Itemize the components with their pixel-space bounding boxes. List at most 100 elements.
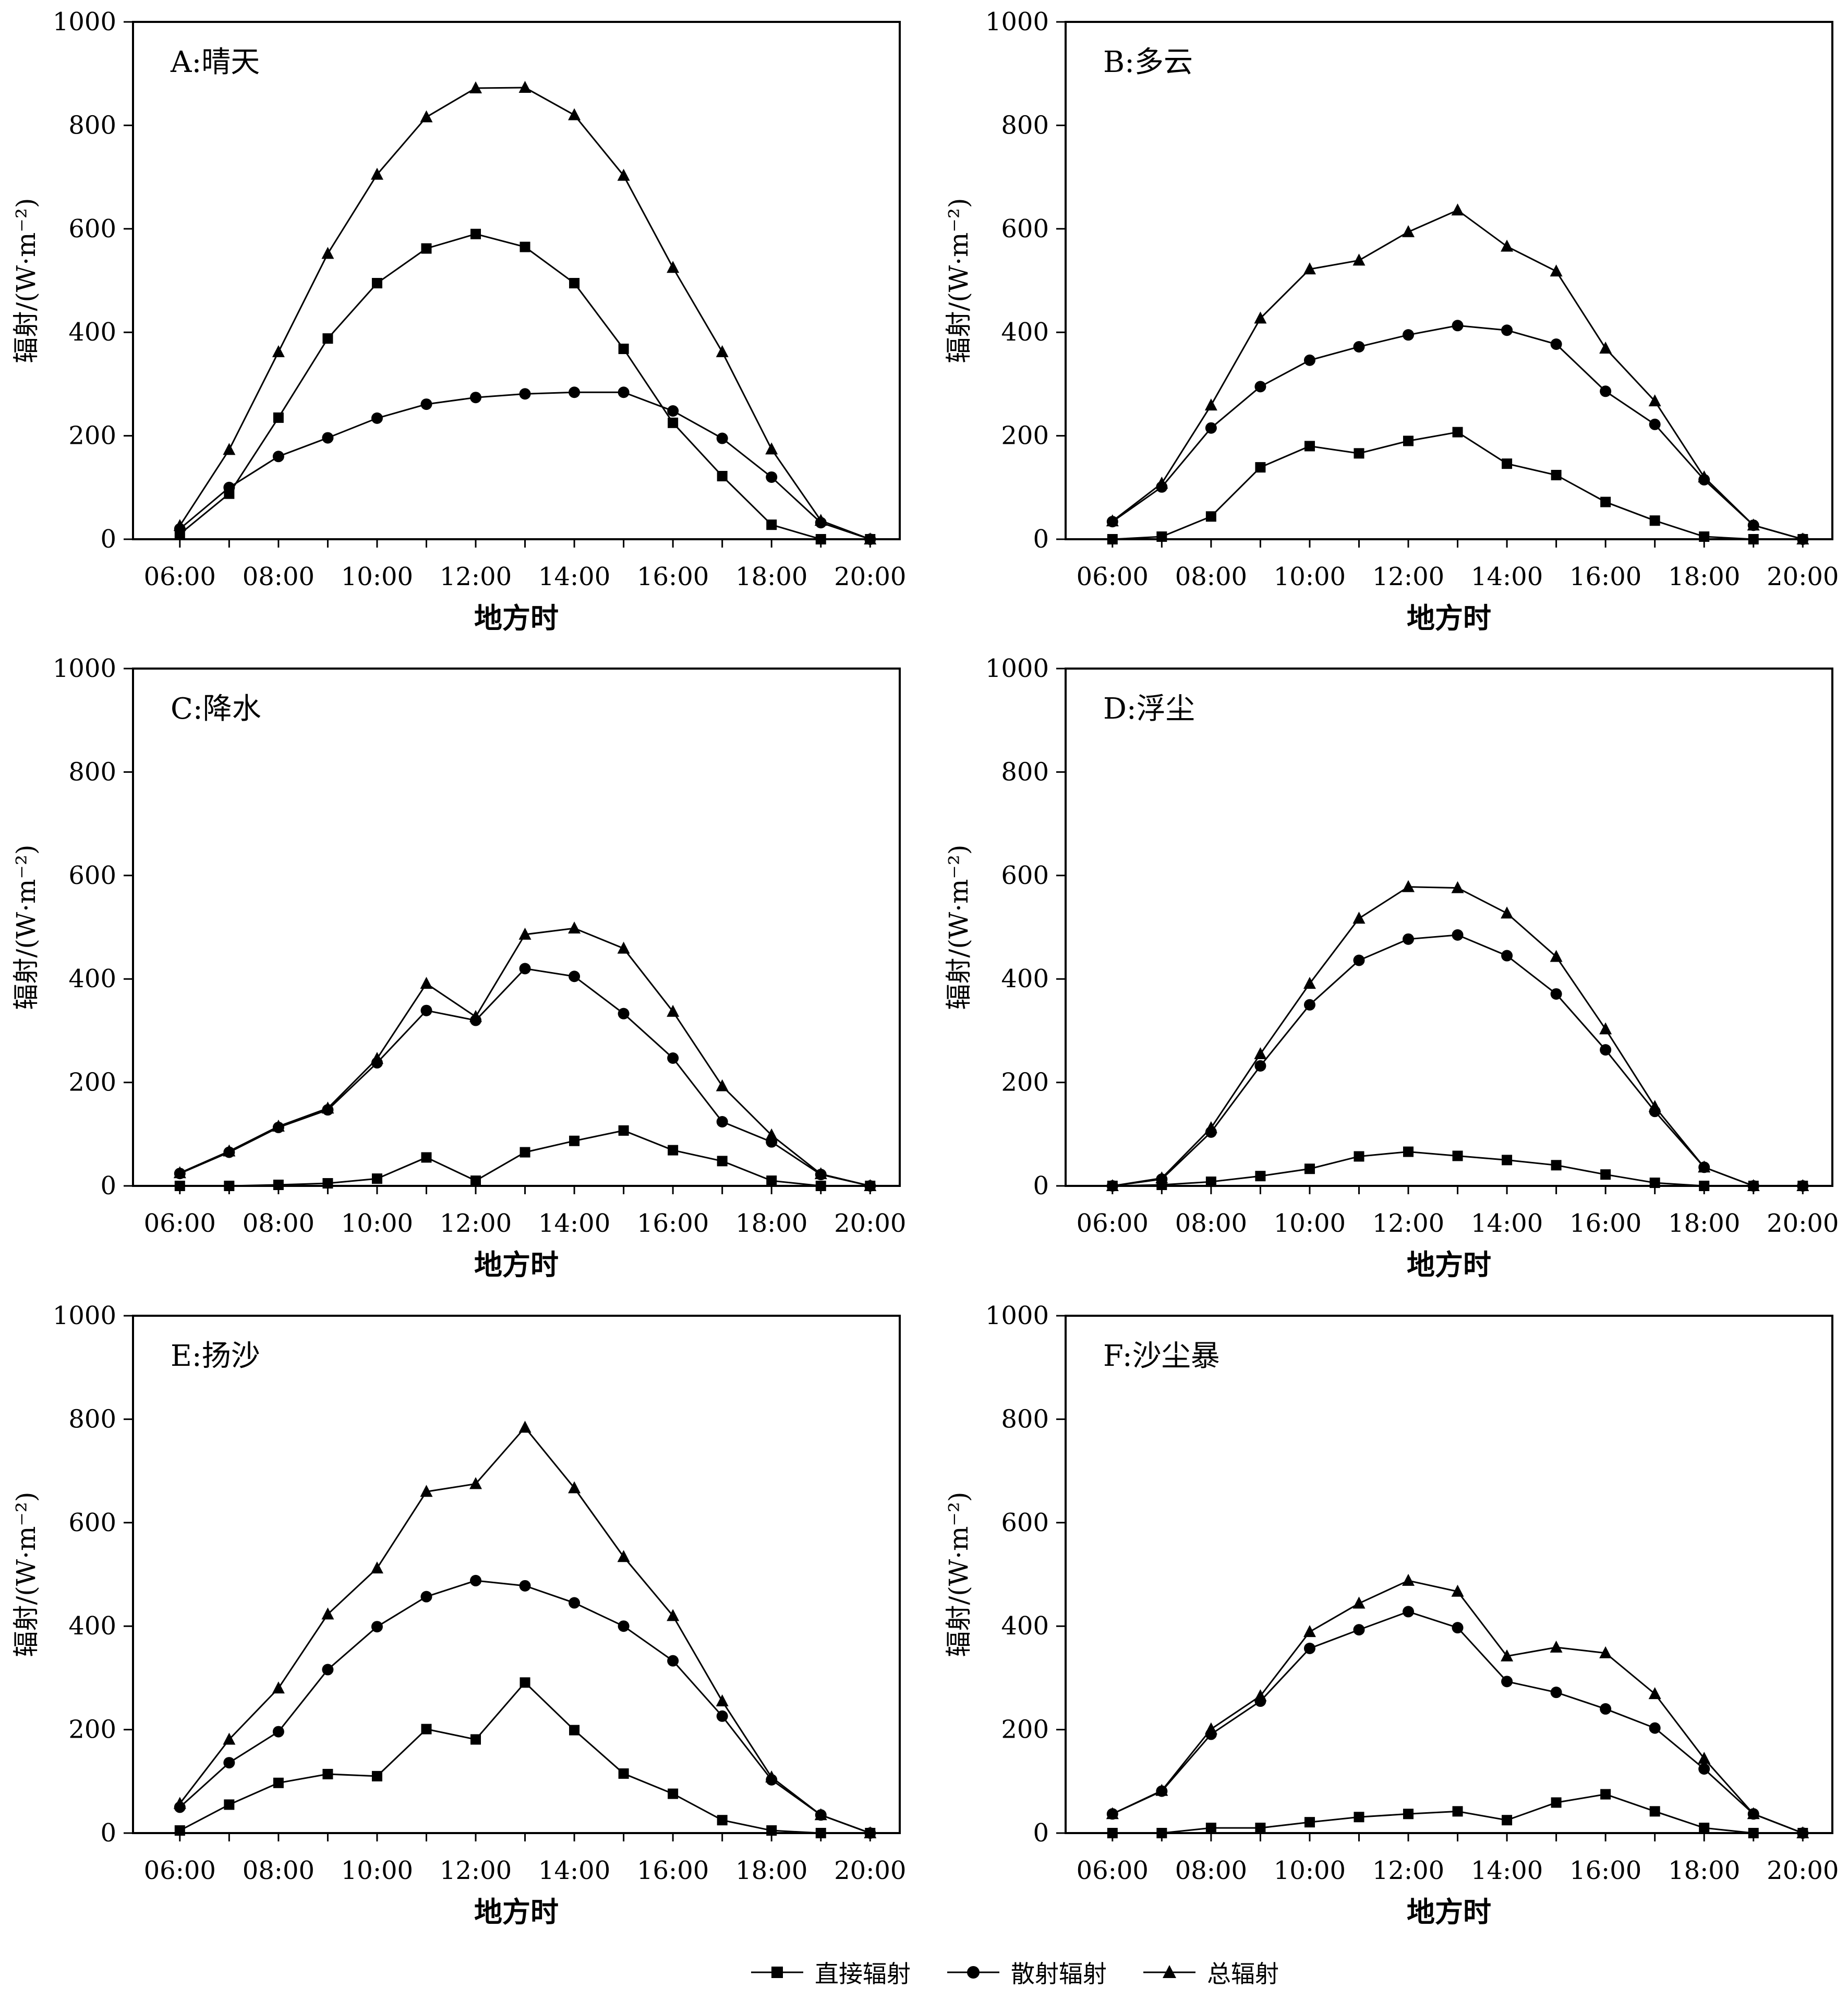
square-point (421, 243, 432, 254)
circle-point (420, 1591, 432, 1603)
square-point (1107, 534, 1118, 544)
triangle-point (765, 442, 778, 455)
square-point (1699, 1181, 1710, 1191)
circle-point (470, 392, 482, 404)
square-point (371, 1173, 382, 1184)
triangle-point (1747, 1807, 1760, 1820)
square-point (421, 1152, 432, 1163)
circle-point (766, 471, 778, 483)
x-tick-label: 16:00 (637, 1209, 709, 1238)
square-point (1452, 427, 1463, 438)
triangle-point (1550, 264, 1563, 277)
x-tick-label: 18:00 (1668, 1209, 1740, 1238)
triangle-point (667, 1609, 680, 1621)
triangle-point (765, 1128, 778, 1141)
series-triangle (1106, 203, 1809, 544)
y-tick-label: 600 (68, 1508, 116, 1537)
triangle-point (223, 1144, 236, 1157)
circle-point (371, 412, 383, 424)
triangle-point (716, 345, 729, 357)
x-tick-label: 18:00 (1668, 562, 1740, 591)
circle-point (1550, 338, 1562, 350)
triangle-point (1106, 1807, 1119, 1820)
triangle-point (1402, 880, 1415, 892)
x-tick-label: 12:00 (1372, 562, 1444, 591)
circle-point (1205, 422, 1217, 434)
legend-label-direct: 直接辐射 (815, 1960, 911, 1988)
triangle-point (765, 1770, 778, 1782)
square-point (1502, 1155, 1513, 1166)
y-tick-label: 400 (1001, 964, 1049, 993)
triangle-point (814, 1808, 827, 1821)
triangle-point (1204, 398, 1217, 411)
series-line (1112, 431, 1803, 540)
square-point (1600, 1169, 1611, 1180)
y-tick-label: 200 (68, 1715, 116, 1744)
circle-point (1303, 1642, 1315, 1654)
triangle-point (1550, 1640, 1563, 1653)
triangle-point (1402, 1573, 1415, 1586)
square-point (520, 1677, 530, 1688)
triangle-point (1451, 881, 1464, 893)
triangle-point (1451, 1584, 1464, 1597)
square-point (1748, 534, 1759, 544)
y-tick-label: 400 (68, 1611, 116, 1641)
triangle-point (1254, 1689, 1267, 1702)
x-axis-label: 地方时 (1407, 601, 1491, 635)
square-point (520, 1147, 530, 1158)
circle-point (1403, 329, 1415, 341)
x-tick-label: 16:00 (1569, 562, 1641, 591)
triangle-point (617, 1550, 630, 1562)
triangle-point (1599, 341, 1612, 354)
circle-point (667, 405, 679, 417)
triangle-point (1402, 225, 1415, 237)
x-tick-label: 06:00 (1077, 1856, 1149, 1885)
x-tick-label: 20:00 (1767, 1856, 1839, 1885)
triangle-point (1106, 514, 1119, 527)
circle-point (1254, 1060, 1266, 1072)
square-point (224, 1799, 235, 1810)
x-tick-label: 10:00 (341, 1209, 413, 1238)
triangle-point (321, 247, 334, 259)
circle-point (1649, 418, 1661, 430)
circle-point (1353, 341, 1365, 353)
triangle-point (173, 1166, 186, 1179)
square-point (1748, 1828, 1759, 1838)
square-point (1600, 496, 1611, 507)
y-tick-label: 800 (68, 1404, 116, 1434)
circle-point (618, 1620, 630, 1632)
triangle-point (223, 1732, 236, 1745)
circle-point (1403, 933, 1415, 945)
square-point (1502, 458, 1513, 469)
x-tick-label: 18:00 (1668, 1856, 1740, 1885)
circle-point (1550, 988, 1562, 1000)
triangle-point (814, 1167, 827, 1180)
circle-point (519, 963, 531, 975)
triangle-point (1352, 1596, 1366, 1609)
circle-point (1550, 1687, 1562, 1699)
triangle-point (1796, 1826, 1809, 1838)
x-tick-label: 20:00 (834, 1209, 906, 1238)
triangle-point (420, 977, 433, 989)
x-tick-label: 10:00 (1274, 562, 1346, 591)
circle-point (1600, 1703, 1612, 1715)
y-tick-label: 800 (68, 111, 116, 140)
x-tick-label: 14:00 (538, 1209, 610, 1238)
x-tick-label: 18:00 (735, 1209, 807, 1238)
triangle-point (1155, 1784, 1168, 1796)
x-tick-label: 10:00 (341, 562, 413, 591)
triangle-marker-icon (1143, 1965, 1195, 1978)
square-point (1600, 1789, 1611, 1800)
panel-title: C:降水 (171, 692, 261, 726)
circle-point (470, 1574, 482, 1586)
x-tick-label: 20:00 (834, 562, 906, 591)
series-triangle (1106, 1573, 1809, 1838)
triangle-point (617, 941, 630, 954)
triangle-point (1648, 1687, 1661, 1700)
circle-point (569, 971, 581, 983)
series-line (179, 1580, 871, 1834)
triangle-point (1501, 1649, 1514, 1662)
triangle-point (1796, 532, 1809, 544)
square-point (815, 1181, 826, 1191)
y-axis-label: 辐射/(W·m⁻²) (11, 198, 41, 363)
